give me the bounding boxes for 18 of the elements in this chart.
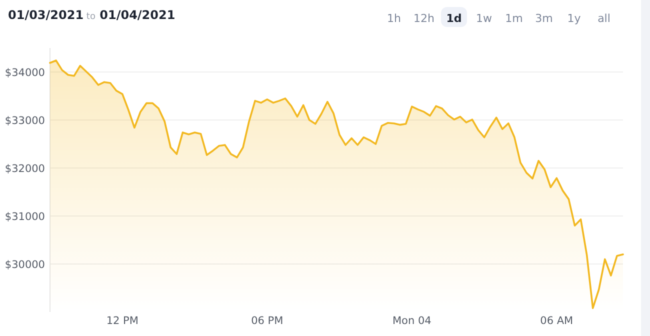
text: 1m xyxy=(505,12,523,25)
text: 12h xyxy=(414,12,435,25)
y-tick-label: $33000 xyxy=(4,115,45,127)
chart-title: 01/03/2021 to 01/04/2021 xyxy=(8,8,176,22)
y-tick-label: $31000 xyxy=(4,211,45,223)
x-tick-label: 06 AM xyxy=(540,315,574,327)
x-tick-label: Mon 04 xyxy=(392,315,432,327)
y-tick-label: $32000 xyxy=(4,163,45,175)
x-tick-label: 06 PM xyxy=(251,315,284,327)
text: 1y xyxy=(567,12,582,25)
x-tick-label: 12 PM xyxy=(106,315,138,327)
text: 3m xyxy=(535,12,553,25)
text: 1h xyxy=(387,12,402,25)
y-tick-label: $34000 xyxy=(4,67,45,79)
text: all xyxy=(598,12,610,25)
text: 1w xyxy=(476,12,492,25)
text: 1d xyxy=(446,12,462,25)
y-tick-label: $30000 xyxy=(4,259,45,271)
